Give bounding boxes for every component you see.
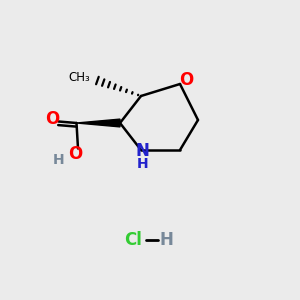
Text: H: H [137, 158, 148, 171]
Text: Cl: Cl [124, 231, 142, 249]
Text: CH₃: CH₃ [68, 70, 90, 84]
Text: O: O [68, 145, 82, 163]
Text: N: N [136, 142, 149, 160]
Text: H: H [53, 153, 64, 167]
Text: O: O [179, 71, 194, 89]
Polygon shape [76, 119, 120, 127]
Text: O: O [45, 110, 59, 128]
Text: H: H [160, 231, 173, 249]
